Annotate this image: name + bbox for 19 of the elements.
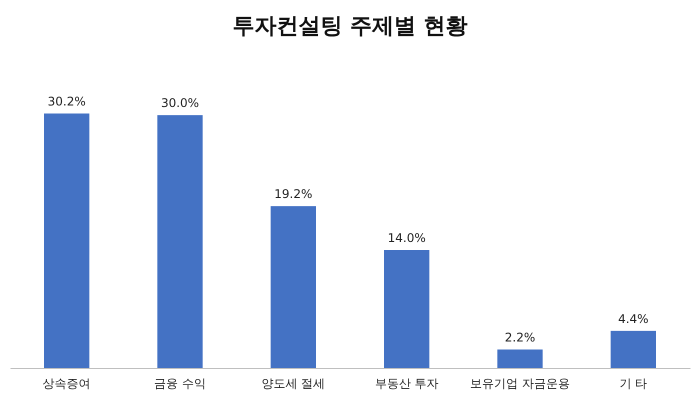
bar — [270, 206, 316, 368]
x-tick-label: 기 타 — [619, 376, 648, 390]
data-label: 30.2% — [48, 94, 86, 108]
bar — [610, 330, 656, 368]
data-label: 30.0% — [160, 96, 200, 110]
x-tick-label: 부동산 투자 — [374, 376, 439, 390]
bar — [497, 349, 543, 368]
bar — [384, 250, 430, 368]
x-tick-label: 상속증여 — [42, 376, 91, 390]
x-tick-label: 금융 수익 — [154, 376, 206, 390]
x-tick-label: 보유기업 자금운용 — [470, 376, 570, 390]
chart-title: 투자컨설팅 주제별 현황 — [232, 14, 468, 39]
bar — [44, 113, 90, 368]
x-tick-label: 양도세 절세 — [261, 376, 326, 390]
data-label: 14.0% — [388, 231, 426, 245]
data-label: 2.2% — [504, 330, 536, 344]
data-label: 19.2% — [274, 187, 312, 202]
data-label: 4.4% — [618, 312, 649, 326]
bar — [157, 115, 203, 368]
